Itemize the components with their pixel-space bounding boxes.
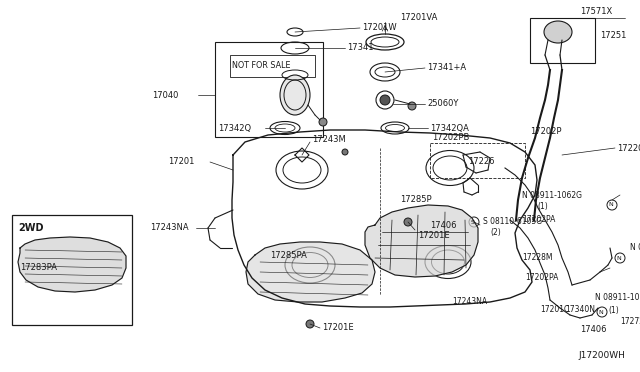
Text: (1): (1) [608,305,619,314]
Circle shape [319,118,327,126]
Text: N: N [616,256,621,260]
Bar [430,143,525,178]
Polygon shape [365,205,478,277]
Text: 17251: 17251 [600,31,627,39]
Text: N 08911-1062G: N 08911-1062G [522,190,582,199]
Text: 17243NA: 17243NA [452,298,487,307]
Text: 17226: 17226 [468,157,495,167]
Bar [230,55,315,77]
Text: 17201W: 17201W [362,23,397,32]
Text: 17340N: 17340N [565,305,595,314]
Text: 17201E: 17201E [322,324,354,333]
Circle shape [306,320,314,328]
Text: 17285P: 17285P [400,196,431,205]
Text: 17040: 17040 [152,90,179,99]
Text: (2): (2) [490,228,500,237]
Text: N 08911-1062G: N 08911-1062G [630,244,640,253]
Bar [530,18,595,63]
Text: 17202PA: 17202PA [522,215,556,224]
Ellipse shape [280,75,310,115]
Text: 17342QA: 17342QA [430,124,469,132]
Text: 17201: 17201 [168,157,195,167]
Text: N: N [609,202,613,208]
Text: 17283PA: 17283PA [20,263,57,273]
Text: 17406: 17406 [580,326,607,334]
Text: N: N [598,310,604,314]
Text: J17200WH: J17200WH [578,351,625,360]
Text: 17201C: 17201C [540,305,569,314]
Text: 2WD: 2WD [18,223,44,233]
Text: 17341: 17341 [347,44,374,52]
Text: 17243M: 17243M [312,135,346,144]
Text: 17228M: 17228M [522,253,552,263]
Text: 17406: 17406 [430,221,456,230]
Text: 17202PA: 17202PA [525,273,558,282]
Ellipse shape [544,21,572,43]
Circle shape [342,149,348,155]
Text: 17285PA: 17285PA [270,250,307,260]
Text: NOT FOR SALE: NOT FOR SALE [232,61,291,71]
Text: 17201E: 17201E [418,231,450,240]
Text: (1): (1) [537,202,548,212]
Text: 17220Q: 17220Q [617,144,640,153]
Text: 17202P: 17202P [530,128,561,137]
Text: 17201VA: 17201VA [400,13,437,22]
Circle shape [380,95,390,105]
Text: S: S [471,219,475,224]
Text: N 08911-1062G: N 08911-1062G [595,294,640,302]
Text: S 08110-6105G: S 08110-6105G [483,218,542,227]
Text: 17341+A: 17341+A [427,64,466,73]
Text: 17342Q: 17342Q [218,124,251,132]
Circle shape [404,218,412,226]
Text: 17571X: 17571X [580,7,612,16]
Bar [12,215,132,325]
Circle shape [408,102,416,110]
Text: 25060Y: 25060Y [427,99,458,109]
Text: 17202PB: 17202PB [432,134,469,142]
Bar [215,42,323,137]
Polygon shape [246,242,375,302]
Polygon shape [18,237,126,292]
Text: 17243NA: 17243NA [150,224,189,232]
Text: 17272E: 17272E [620,317,640,327]
